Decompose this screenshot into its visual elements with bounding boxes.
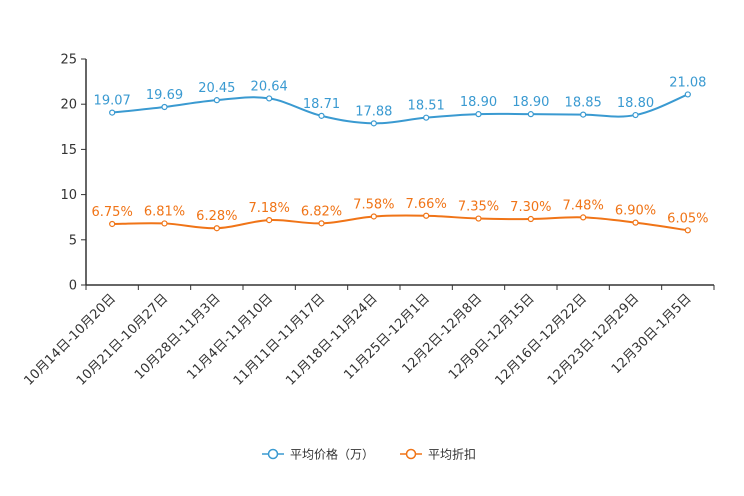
price-point[interactable] — [527, 111, 534, 118]
x-category-label: 11月18日-11月24日 — [283, 291, 380, 388]
x-category-label: 12月23日-12月29日 — [545, 291, 642, 388]
discount-point[interactable] — [527, 215, 534, 223]
series-line-discount — [112, 214, 688, 232]
price-data-label: 20.64 — [251, 79, 288, 94]
discount-point[interactable] — [161, 220, 168, 227]
price-point[interactable] — [632, 111, 639, 119]
discount-point[interactable] — [318, 220, 325, 227]
discount-data-label: 6.75% — [92, 205, 133, 220]
discount-data-label: 7.48% — [563, 198, 604, 213]
series-line-price — [112, 93, 689, 125]
price-data-label: 18.90 — [512, 95, 549, 110]
price-point[interactable] — [580, 111, 587, 118]
data-labels-layer: 19.07 19.69 20.45 20.64 18.71 17.88 18.51 18.90… — [92, 75, 709, 226]
price-point[interactable] — [213, 97, 220, 104]
price-point[interactable] — [423, 114, 430, 121]
x-category-label: 12月16日-12月22日 — [493, 291, 590, 388]
discount-data-label: 7.30% — [510, 200, 551, 215]
price-point[interactable] — [684, 91, 691, 98]
x-category-label: 11月11日-11月17日 — [231, 291, 328, 388]
price-data-label: 18.85 — [565, 96, 602, 111]
discount-point[interactable] — [213, 225, 220, 232]
legend-item-discount[interactable]: 平均折扣 — [400, 447, 476, 462]
discount-data-label: 6.81% — [144, 204, 185, 219]
series-layer — [109, 91, 691, 234]
discount-point[interactable] — [370, 213, 377, 220]
y-tick-label: 20 — [60, 98, 77, 113]
price-data-label: 19.07 — [94, 94, 131, 109]
y-tick-label: 0 — [69, 279, 77, 294]
y-tick-label: 15 — [60, 143, 77, 158]
x-category-label: 10月21日-10月27日 — [74, 291, 171, 388]
legend-item-price[interactable]: 平均价格（万） — [262, 447, 374, 462]
price-point[interactable] — [370, 120, 377, 127]
discount-data-label: 7.18% — [249, 201, 290, 216]
discount-data-label: 7.58% — [353, 197, 394, 212]
discount-data-label: 6.28% — [196, 209, 237, 224]
discount-data-label: 6.82% — [301, 204, 342, 219]
discount-point[interactable] — [475, 215, 482, 222]
discount-data-label: 7.35% — [458, 200, 499, 215]
legend-label: 平均价格（万） — [290, 447, 374, 462]
price-data-label: 20.45 — [198, 81, 235, 96]
discount-point[interactable] — [684, 227, 691, 234]
discount-data-label: 6.05% — [667, 211, 708, 226]
price-point[interactable] — [266, 95, 273, 102]
price-data-label: 19.69 — [146, 88, 183, 103]
legend-label: 平均折扣 — [428, 447, 476, 462]
price-data-label: 17.88 — [355, 104, 392, 119]
price-point[interactable] — [318, 112, 325, 119]
price-point[interactable] — [109, 109, 116, 116]
discount-point[interactable] — [266, 216, 273, 224]
price-point[interactable] — [161, 103, 168, 111]
x-category-label: 10月14日-10月20日 — [22, 291, 119, 388]
discount-point[interactable] — [580, 214, 587, 221]
price-data-label: 18.51 — [408, 99, 445, 114]
legend: 平均价格（万） 平均折扣 — [262, 447, 476, 462]
y-tick-label: 5 — [69, 233, 77, 248]
price-data-label: 18.80 — [617, 96, 654, 111]
discount-point[interactable] — [632, 219, 639, 226]
legend-marker-icon — [405, 448, 417, 460]
discount-data-label: 7.66% — [406, 197, 447, 212]
discount-data-label: 6.90% — [615, 204, 656, 219]
y-tick-label: 10 — [60, 188, 77, 203]
discount-point[interactable] — [423, 212, 430, 219]
price-point[interactable] — [475, 111, 482, 118]
y-tick-label: 25 — [60, 53, 77, 68]
legend-marker-icon — [267, 448, 279, 460]
price-data-label: 18.71 — [303, 97, 340, 112]
discount-point[interactable] — [109, 220, 116, 228]
price-data-label: 21.08 — [669, 75, 706, 90]
price-data-label: 18.90 — [460, 95, 497, 110]
